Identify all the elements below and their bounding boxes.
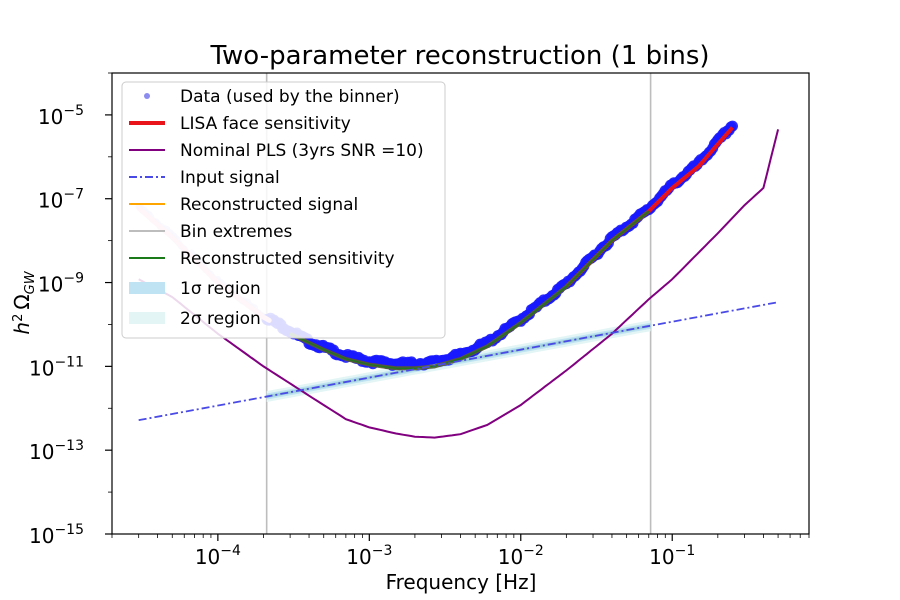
y-axis-ticks: 10−15 10−13 10−11 10−9 10−7 10−5 — [29, 72, 112, 548]
y-tick-label: 10−11 — [29, 354, 84, 380]
x-tick-label: 10−4 — [195, 543, 241, 569]
x-axis-ticks: 10−4 10−3 10−2 10−1 — [111, 534, 810, 569]
legend-label: Nominal PLS (3yrs SNR =10) — [180, 141, 424, 161]
legend-entry-2: LISA face sensitivity — [129, 114, 351, 134]
legend-entry-7: Reconstructed sensitivity — [129, 249, 395, 269]
x-tick-label: 10−3 — [346, 543, 392, 569]
y-axis-label: h2ΩGW — [10, 270, 38, 334]
legend-label: Data (used by the binner) — [180, 87, 400, 107]
legend-entry-6: Bin extremes — [129, 222, 293, 242]
legend-label: LISA face sensitivity — [180, 114, 351, 134]
series-input-signal — [138, 301, 779, 422]
legend-label: 2σ region — [180, 309, 261, 329]
legend-entry-1: Data (used by the binner) — [144, 87, 400, 107]
legend-box — [121, 81, 446, 339]
y-tick-label: 10−7 — [38, 187, 84, 213]
legend-marker — [129, 282, 165, 294]
x-tick-label: 10−1 — [649, 543, 695, 569]
legend: Data (used by the binner) LISA face sensi… — [121, 81, 446, 339]
legend-marker — [144, 93, 150, 99]
y-tick-label: 10−13 — [29, 438, 84, 464]
legend-label: Input signal — [180, 168, 280, 188]
series-nominal-pls — [138, 129, 780, 439]
legend-label: Bin extremes — [180, 222, 293, 242]
y-tick-label: 10−15 — [29, 522, 84, 548]
legend-entry-4: Input signal — [129, 168, 280, 188]
legend-entry-3: Nominal PLS (3yrs SNR =10) — [129, 141, 424, 161]
x-axis-label: Frequency [Hz] — [386, 570, 537, 594]
legend-entry-5: Reconstructed signal — [129, 195, 358, 215]
legend-label: Reconstructed sensitivity — [180, 249, 395, 269]
y-tick-label: 10−5 — [38, 103, 84, 129]
legend-marker — [129, 312, 165, 324]
y-tick-label: 10−9 — [38, 271, 84, 297]
legend-label: Reconstructed signal — [180, 195, 358, 215]
legend-entry-9: 2σ region — [129, 309, 261, 329]
legend-entry-8: 1σ region — [129, 279, 261, 299]
legend-label: 1σ region — [180, 279, 261, 299]
series-reconstructed-sensitivity-core — [289, 210, 650, 369]
x-tick-label: 10−2 — [498, 543, 544, 569]
chart-title: Two-parameter reconstruction (1 bins) — [209, 41, 709, 71]
